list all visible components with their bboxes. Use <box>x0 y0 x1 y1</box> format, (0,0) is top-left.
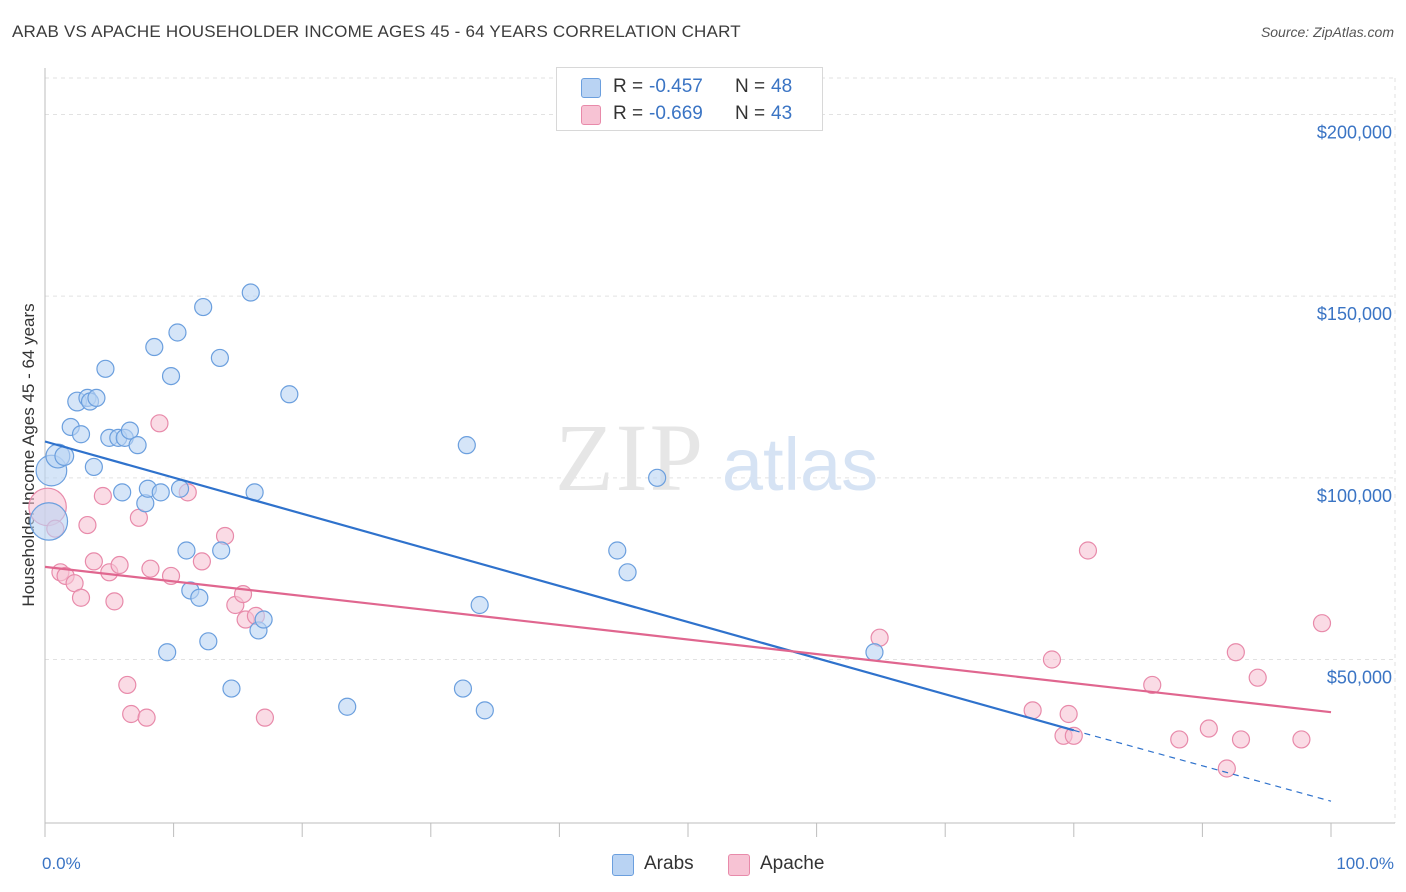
axis-layer <box>44 68 1395 837</box>
arabs-point-28 <box>190 588 209 607</box>
bottom-legend-apache[interactable]: Apache <box>728 852 848 876</box>
arabs-points <box>29 283 884 720</box>
arabs-point-15 <box>113 483 132 502</box>
apache-point-29 <box>1042 650 1062 669</box>
arabs-point-37 <box>254 610 273 629</box>
correlation-legend: R = -0.457 N = 48 R = -0.669 N = 43 <box>556 67 823 131</box>
apache-point-42 <box>1312 614 1332 633</box>
arabs-legend-label: Arabs <box>644 853 694 874</box>
apache-point-35 <box>1170 730 1189 749</box>
grid-layer <box>45 77 1396 823</box>
bottom-legend-arabs[interactable]: Arabs <box>612 852 722 876</box>
arabs-point-11 <box>96 359 115 378</box>
apache-point-12 <box>118 675 137 695</box>
apache-n-label: N = <box>735 103 766 124</box>
arabs-point-43 <box>475 701 494 720</box>
arabs-point-44 <box>608 541 627 560</box>
apache-point-13 <box>122 704 141 724</box>
arabs-point-31 <box>210 348 229 368</box>
y-axis-label: Householder Income Ages 45 - 64 years <box>19 303 38 606</box>
arabs-point-39 <box>338 697 357 716</box>
arabs-point-32 <box>212 541 231 560</box>
arabs-point-46 <box>648 468 667 487</box>
x-tick-labels: 0.0% 100.0% <box>42 854 1394 873</box>
arabs-point-9 <box>87 388 106 407</box>
legend-row-apache: R = -0.669 N = 43 <box>557 101 822 129</box>
apache-r-value: -0.669 <box>649 103 703 124</box>
arabs-regression-extension <box>1073 729 1332 802</box>
apache-point-16 <box>141 559 160 578</box>
apache-point-20 <box>192 552 211 571</box>
source-label: Source: ZipAtlas.com <box>1260 24 1394 40</box>
apache-point-17 <box>150 414 169 433</box>
arabs-point-24 <box>168 323 187 342</box>
arabs-point-20 <box>145 337 164 357</box>
x-tick-label-0: 0.0% <box>42 854 81 873</box>
arabs-point-26 <box>177 541 196 560</box>
arabs-swatch <box>581 78 601 98</box>
apache-n-value: 43 <box>771 103 793 124</box>
apache-point-5 <box>71 588 91 607</box>
arabs-point-23 <box>161 367 181 386</box>
apache-point-36 <box>1199 719 1218 738</box>
arabs-point-29 <box>194 297 213 317</box>
apache-point-26 <box>255 708 275 727</box>
apache-point-39 <box>1231 730 1251 749</box>
arabs-point-33 <box>222 679 241 698</box>
apache-point-10 <box>105 592 124 611</box>
y-tick-label-3: $200,000 <box>1317 123 1392 143</box>
apache-point-34 <box>1143 675 1162 695</box>
arabs-point-16 <box>120 421 139 440</box>
regression-lines <box>44 440 1332 802</box>
apache-r-label: R = <box>613 103 644 124</box>
arabs-point-21 <box>151 483 170 502</box>
arabs-point-6 <box>71 425 91 444</box>
apache-point-33 <box>1078 541 1098 560</box>
arabs-point-22 <box>158 643 177 662</box>
arabs-n-label: N = <box>735 76 766 97</box>
apache-swatch <box>581 105 601 125</box>
arabs-point-47 <box>865 643 884 662</box>
arabs-point-0 <box>29 502 69 541</box>
apache-point-41 <box>1292 730 1311 749</box>
y-tick-label-1: $100,000 <box>1317 486 1392 506</box>
apache-point-11 <box>110 555 129 575</box>
arabs-r-label: R = <box>613 76 644 97</box>
watermark-zip: ZIP <box>555 404 705 511</box>
apache-legend-label: Apache <box>760 853 825 874</box>
arabs-regression-line <box>44 440 1075 732</box>
apache-legend-swatch <box>728 854 750 876</box>
arabs-point-45 <box>618 563 637 582</box>
apache-regression-line <box>44 565 1332 714</box>
legend-row-arabs: R = -0.457 N = 48 <box>557 74 822 102</box>
arabs-point-34 <box>241 283 260 302</box>
apache-point-8 <box>93 486 112 506</box>
y-tick-labels: $50,000 $100,000 $150,000 $200,000 <box>1317 123 1392 688</box>
arabs-point-17 <box>128 436 147 455</box>
y-tick-label-0: $50,000 <box>1327 668 1392 688</box>
watermark: ZIP atlas <box>555 404 878 511</box>
chart-title: ARAB VS APACHE HOUSEHOLDER INCOME AGES 4… <box>12 22 741 41</box>
arabs-point-10 <box>84 457 103 477</box>
apache-point-40 <box>1248 668 1267 687</box>
apache-point-15 <box>137 708 156 727</box>
x-tick-label-1: 100.0% <box>1336 854 1394 873</box>
arabs-point-40 <box>453 679 473 698</box>
arabs-point-42 <box>470 595 489 615</box>
apache-point-38 <box>1226 643 1245 662</box>
watermark-atlas: atlas <box>722 423 878 506</box>
arabs-point-30 <box>199 632 218 651</box>
arabs-point-41 <box>457 436 476 455</box>
arabs-point-25 <box>170 479 190 498</box>
apache-point-6 <box>78 515 97 535</box>
apache-point-37 <box>1217 759 1236 778</box>
y-tick-label-2: $150,000 <box>1317 304 1392 324</box>
apache-point-7 <box>84 552 103 571</box>
arabs-point-38 <box>280 385 299 404</box>
apache-point-31 <box>1059 704 1078 724</box>
arabs-n-value: 48 <box>771 76 793 97</box>
arabs-legend-swatch <box>612 854 634 876</box>
arabs-r-value: -0.457 <box>649 76 703 97</box>
